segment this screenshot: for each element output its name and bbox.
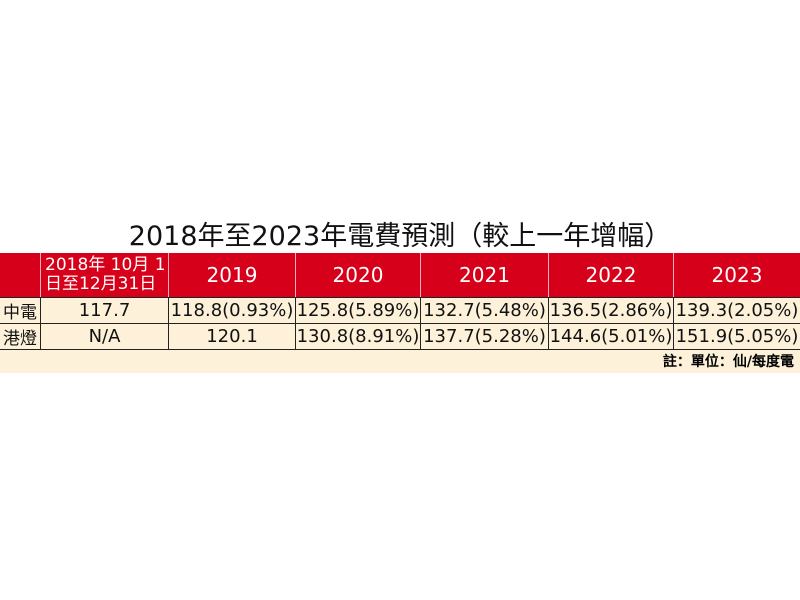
table-cell: 118.8(0.93%) (168, 297, 295, 323)
table-cell: 117.7 (40, 297, 168, 323)
table-cell: 137.7(5.28%) (420, 323, 548, 349)
table-cell: 136.5(2.86%) (548, 297, 673, 323)
row-label: 港燈 (0, 323, 40, 349)
header-year: 2022 (548, 253, 673, 297)
header-year: 2019 (168, 253, 295, 297)
table-title: 2018年至2023年電費預測（較上一年增幅） (128, 221, 672, 252)
header-year: 2023 (673, 253, 800, 297)
table-cell: 144.6(5.01%) (548, 323, 673, 349)
header-period-line: 2018年 10月 1 (45, 255, 166, 275)
row-label: 中電 (0, 297, 40, 323)
header-corner (0, 253, 40, 297)
table-cell: N/A (40, 323, 168, 349)
table-cell: 132.7(5.48%) (420, 297, 548, 323)
table-note: 註：單位：仙/每度電 (0, 349, 800, 373)
table-cell: 120.1 (168, 323, 295, 349)
header-period-line: 日至12月31日 (45, 274, 157, 294)
table-cell: 139.3(2.05%) (673, 297, 800, 323)
header-period: 2018年 10月 1 日至12月31日 (40, 253, 168, 297)
table-cell: 125.8(5.89%) (295, 297, 420, 323)
header-year: 2021 (420, 253, 548, 297)
table-cell: 130.8(8.91%) (295, 323, 420, 349)
table-cell: 151.9(5.05%) (673, 323, 800, 349)
header-year: 2020 (295, 253, 420, 297)
